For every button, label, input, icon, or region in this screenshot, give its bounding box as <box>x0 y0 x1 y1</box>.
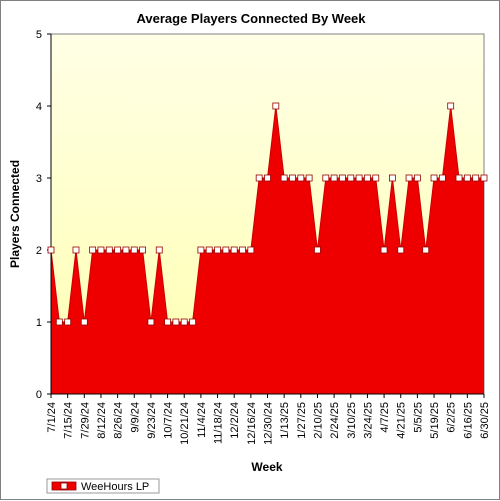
data-point <box>397 246 405 254</box>
data-point <box>155 246 163 254</box>
x-tick-label: 9/23/24 <box>146 402 158 439</box>
data-point <box>463 174 471 182</box>
x-tick-label: 8/12/24 <box>96 402 108 439</box>
data-point <box>97 246 105 254</box>
y-tick-label: 2 <box>36 245 42 257</box>
x-tick-label: 10/21/24 <box>179 402 191 445</box>
y-axis-title: Players Connected <box>8 160 22 268</box>
x-tick-label: 5/5/25 <box>412 402 424 433</box>
data-point <box>480 174 488 182</box>
data-point <box>305 174 313 182</box>
x-tick-label: 6/16/25 <box>462 402 474 439</box>
data-point <box>89 246 97 254</box>
x-tick-label: 12/16/24 <box>246 402 258 445</box>
data-point <box>214 246 221 254</box>
data-point <box>255 174 263 182</box>
data-point <box>405 174 413 182</box>
data-point <box>114 246 122 254</box>
x-tick-label: 2/24/25 <box>329 402 341 439</box>
data-point <box>147 318 155 326</box>
x-tick-label: 6/2/25 <box>446 402 458 433</box>
data-point <box>422 246 430 254</box>
data-point <box>380 246 388 254</box>
y-tick-label: 1 <box>36 317 42 329</box>
x-tick-label: 6/30/25 <box>479 402 491 439</box>
data-point <box>347 174 355 182</box>
data-point <box>438 174 446 182</box>
data-point <box>472 174 480 182</box>
data-point <box>122 246 130 254</box>
legend: WeeHours LP <box>46 478 160 494</box>
x-tick-label: 10/7/24 <box>163 402 175 439</box>
data-point <box>239 246 246 254</box>
data-point <box>189 318 196 326</box>
data-point <box>55 318 63 326</box>
x-tick-label: 11/18/24 <box>213 402 225 444</box>
y-tick-label: 0 <box>36 389 42 401</box>
data-point <box>180 318 188 326</box>
x-tick-label: 1/27/25 <box>296 402 308 439</box>
x-tick-label: 9/9/24 <box>129 402 141 433</box>
data-point <box>172 318 180 326</box>
data-point <box>372 174 380 182</box>
data-point <box>447 102 455 110</box>
y-tick-label: 3 <box>36 173 42 185</box>
data-point <box>364 174 371 182</box>
data-point <box>222 246 230 254</box>
data-point <box>322 174 330 182</box>
x-tick-label: 1/13/25 <box>279 402 291 439</box>
x-tick-label: 3/10/25 <box>346 402 358 439</box>
data-point <box>330 174 338 182</box>
data-point <box>355 174 363 182</box>
data-point <box>164 318 171 326</box>
data-point <box>388 174 396 182</box>
marker-layer <box>47 102 488 326</box>
data-point <box>139 246 147 254</box>
data-point <box>289 174 296 182</box>
data-point <box>247 246 255 254</box>
x-tick-label: 7/1/24 <box>46 402 58 433</box>
data-point <box>297 174 305 182</box>
legend-marker <box>60 482 68 490</box>
data-point <box>105 246 113 254</box>
data-point <box>72 246 80 254</box>
legend-label: WeeHours LP <box>81 481 149 493</box>
x-tick-label: 7/29/24 <box>79 402 91 439</box>
x-axis-title: Week <box>251 460 282 474</box>
data-point <box>130 246 138 254</box>
data-point <box>264 174 271 182</box>
data-point <box>413 174 421 182</box>
y-tick-label: 5 <box>36 29 42 41</box>
data-point <box>205 246 213 254</box>
data-point <box>430 174 438 182</box>
x-tick-label: 2/10/25 <box>312 402 324 439</box>
data-point <box>80 318 88 326</box>
data-point <box>64 318 72 326</box>
data-point <box>339 174 346 182</box>
x-tick-label: 12/2/24 <box>229 402 241 439</box>
x-tick-label: 8/26/24 <box>113 402 125 439</box>
data-point <box>314 246 321 254</box>
axis-layer: 0 1 2 3 4 5 7/1/24 7/15/24 7/29/24 8/12/24 8/26/24… <box>36 29 491 445</box>
data-point <box>197 246 205 254</box>
data-point <box>280 174 288 182</box>
data-point <box>455 174 463 182</box>
data-point <box>272 102 280 110</box>
x-tick-label: 3/24/25 <box>362 402 374 439</box>
x-tick-label: 5/19/25 <box>429 402 441 439</box>
x-tick-label: 4/21/25 <box>396 402 408 439</box>
x-tick-label: 7/15/24 <box>63 402 75 439</box>
x-tick-label: 11/4/24 <box>196 402 208 438</box>
x-tick-label: 12/30/24 <box>263 402 275 445</box>
chart-title: Average Players Connected By Week <box>136 11 366 26</box>
data-point <box>230 246 238 254</box>
y-tick-label: 4 <box>36 101 42 113</box>
x-tick-label: 4/7/25 <box>379 402 391 433</box>
data-point <box>47 246 55 254</box>
